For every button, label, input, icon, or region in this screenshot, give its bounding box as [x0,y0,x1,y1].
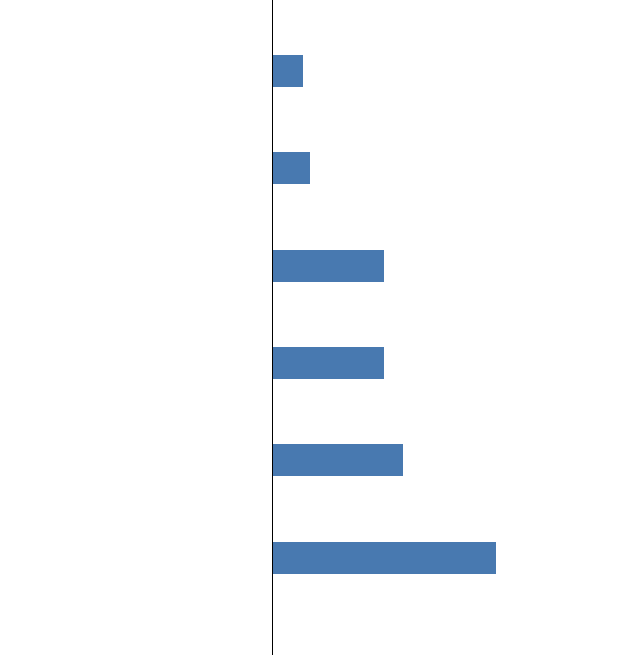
bar-1 [273,152,310,184]
bar-3 [273,347,384,379]
bar-4 [273,444,403,476]
bar-0 [273,55,303,87]
bar-2 [273,250,384,282]
bar-5 [273,542,496,574]
horizontal-bar-chart [0,0,643,655]
